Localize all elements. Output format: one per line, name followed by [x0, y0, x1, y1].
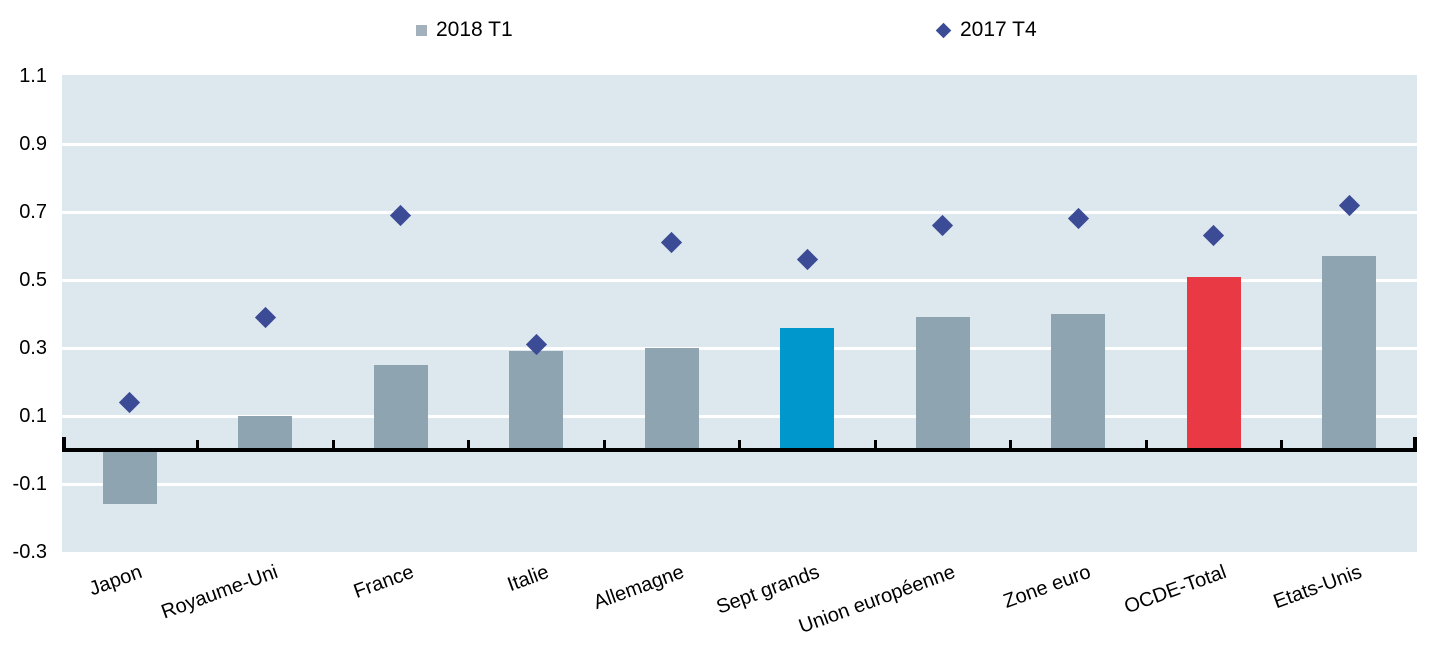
diamond-marker-france — [390, 204, 412, 226]
gridline-0.9 — [62, 142, 1417, 146]
bar-ocde-total — [1186, 276, 1241, 450]
y-tick-label-0-3: 0.3 — [19, 337, 47, 359]
gridline-0.1 — [62, 414, 1417, 418]
x-tick-label-zone-euro: Zone euro — [1000, 561, 1094, 613]
bar-japon — [102, 450, 157, 505]
bar-italie — [509, 351, 564, 450]
x-tick-label-sept-grands: Sept grands — [713, 561, 823, 619]
diamond-marker-union-europeenne — [932, 214, 954, 237]
y-tick-label--0-3: -0.3 — [12, 541, 47, 563]
y-tick-label-0-7: 0.7 — [19, 201, 47, 223]
y-tick-label--0-1: -0.1 — [12, 473, 47, 495]
x-tick-label-france: France — [350, 561, 417, 603]
x-axis-tick — [602, 440, 606, 449]
diamond-marker-japon — [119, 391, 141, 413]
x-tick-label-allemagne: Allemagne — [590, 561, 688, 614]
x-axis-tick — [331, 440, 335, 449]
square-legend-icon — [416, 24, 427, 36]
x-tick-label-italie: Italie — [504, 561, 552, 597]
gridline-0.3 — [62, 346, 1417, 350]
diamond-marker-ocde-total — [1203, 225, 1225, 247]
y-tick-label-0-5: 0.5 — [19, 269, 47, 291]
diamond-marker-sept-grands — [796, 248, 818, 271]
legend-label-2018-t1: 2018 T1 — [436, 18, 513, 41]
plot-area — [62, 75, 1417, 552]
x-axis-tick — [1144, 440, 1148, 449]
x-axis-tick — [873, 440, 877, 449]
diamond-legend-icon — [935, 22, 952, 38]
bar-allemagne — [644, 348, 699, 450]
bar-royaume-uni — [238, 416, 293, 450]
x-tick-label-royaume-uni: Royaume-Uni — [158, 561, 281, 624]
y-tick-label-0-1: 0.1 — [19, 405, 47, 427]
x-axis-tick — [1413, 437, 1417, 449]
y-tick-label-1-1: 1.1 — [19, 65, 47, 87]
x-axis-line — [62, 448, 1417, 452]
bar-zone-euro — [1051, 314, 1106, 450]
y-tick-label-0-9: 0.9 — [19, 133, 47, 155]
x-tick-label-ocde-total: OCDE-Total — [1121, 561, 1230, 619]
x-axis-tick — [1009, 440, 1012, 449]
x-axis-tick — [196, 440, 199, 449]
gridline-0.7 — [62, 210, 1417, 214]
bar-france — [373, 365, 428, 450]
gridline--0.1 — [62, 482, 1417, 486]
x-tick-label-union-europeenne: Union européenne — [796, 561, 959, 638]
gridline-0.5 — [62, 278, 1417, 282]
x-axis-tick — [467, 440, 470, 449]
x-tick-label-japon: Japon — [86, 561, 146, 601]
x-axis-tick — [62, 437, 66, 449]
diamond-marker-royaume-uni — [254, 306, 276, 328]
legend-item-2018-t1: 2018 T1 — [416, 16, 513, 44]
x-axis-tick — [1280, 440, 1283, 449]
bar-sept-grands — [780, 327, 835, 450]
bar-union-europeenne — [915, 317, 970, 450]
x-axis-tick — [738, 440, 741, 449]
bar-etats-unis — [1322, 256, 1377, 450]
legend-label-2017-t4: 2017 T4 — [960, 18, 1037, 41]
x-tick-label-etats-unis: Etats-Unis — [1270, 561, 1365, 614]
diamond-marker-allemagne — [661, 231, 683, 254]
legend-item-2017-t4: 2017 T4 — [935, 16, 1037, 44]
